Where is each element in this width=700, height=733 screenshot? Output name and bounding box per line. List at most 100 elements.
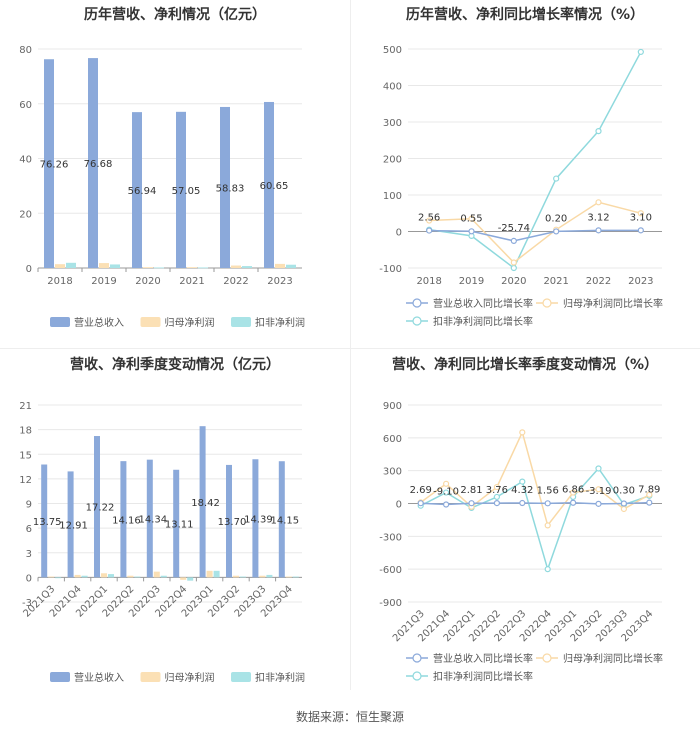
bar-deducted-profit xyxy=(160,575,167,578)
bar-revenue xyxy=(132,112,142,269)
bar-net-profit xyxy=(143,267,153,268)
legend-marker xyxy=(542,298,552,308)
data-point xyxy=(510,237,517,244)
y-tick-label: 900 xyxy=(383,401,402,412)
bar-deducted-profit xyxy=(66,262,76,268)
bar-revenue xyxy=(176,111,186,268)
data-point xyxy=(493,493,500,501)
legend-swatch xyxy=(140,317,161,327)
bar-deducted-profit xyxy=(154,267,164,269)
y-tick-label: 60 xyxy=(19,100,32,111)
data-point xyxy=(519,429,526,436)
y-tick-label: 18 xyxy=(19,426,32,437)
data-label: 14.34 xyxy=(138,515,167,526)
data-point xyxy=(595,486,602,493)
data-label: 13.11 xyxy=(165,520,194,531)
x-tick-label: 2018 xyxy=(416,276,441,287)
legend-label: 归母净利润 xyxy=(165,316,215,329)
line-revenue-growth xyxy=(429,229,641,242)
y-tick-label: 0 xyxy=(396,500,402,511)
bar-revenue xyxy=(41,464,48,578)
data-label: 0.55 xyxy=(460,213,482,224)
bar-net-profit xyxy=(180,577,187,580)
bar-deducted-profit xyxy=(55,577,62,579)
line-revenue-growth xyxy=(420,501,650,506)
legend-label: 扣非净利润同比增长率 xyxy=(433,670,533,683)
y-tick-label: 100 xyxy=(383,191,402,202)
bar-revenue xyxy=(67,471,74,578)
legend-marker xyxy=(412,653,422,663)
y-tick-label: 0 xyxy=(396,228,402,239)
data-point xyxy=(426,217,433,224)
legend-swatch xyxy=(231,317,251,327)
legend-label: 归母净利润同比增长率 xyxy=(563,297,663,310)
quarterly-amount-chart: -30369121518212021Q313.752021Q412.912022… xyxy=(19,401,305,684)
quarterly-amount-panel: 营收、净利季度变动情况（亿元） -3 0 3 6 9 12 15 18 21 2021Q3 13.7… xyxy=(0,350,350,705)
data-label: 60.65 xyxy=(260,181,289,192)
data-label: 58.83 xyxy=(216,183,245,194)
annual-amount-panel: 历年营收、净利情况（亿元） 0 20 40 60 80 2018 76.26 2019 76.6… xyxy=(0,0,350,348)
legend-label: 营业总收入同比增长率 xyxy=(433,652,533,665)
bar-net-profit xyxy=(101,573,107,578)
legend-label: 营业总收入 xyxy=(74,671,124,684)
bar-revenue xyxy=(264,101,274,268)
annual-amount-chart: 0 20 40 60 80 2018 76.26 2019 76.68 2020 56.94 2021… xyxy=(19,45,305,329)
y-tick-label: -100 xyxy=(379,264,402,275)
data-point xyxy=(595,199,602,206)
data-label: 2.81 xyxy=(460,485,482,496)
data-label: 0.20 xyxy=(545,213,567,224)
data-label: 76.68 xyxy=(84,159,113,170)
x-tick-label: 2019 xyxy=(91,276,116,287)
quarterly-growth-panel: 营收、净利同比增长率季度变动情况（%） -900 -600 -300 0 300 600 9… xyxy=(350,350,700,705)
legend-label: 营业总收入 xyxy=(74,316,124,329)
y-tick-label: -300 xyxy=(379,532,402,543)
y-tick-label: 200 xyxy=(383,155,402,166)
y-tick-label: 300 xyxy=(383,467,402,478)
data-label: -9.10 xyxy=(433,486,459,497)
data-point xyxy=(553,175,560,182)
chart-title: 历年营收、净利同比增长率情况（%） xyxy=(405,7,645,23)
bar-deducted-profit xyxy=(134,576,141,578)
horizontal-divider xyxy=(0,348,700,349)
bar-deducted-profit xyxy=(266,574,273,578)
legend-marker xyxy=(542,653,552,663)
y-tick-label: 20 xyxy=(19,209,32,220)
legend-marker xyxy=(412,671,422,681)
legend-marker xyxy=(412,316,422,326)
bar-deducted-profit xyxy=(198,267,208,269)
y-tick-label: 6 xyxy=(26,524,32,535)
bar-deducted-profit xyxy=(292,576,299,578)
y-tick-label: 400 xyxy=(383,82,402,93)
bar-net-profit xyxy=(206,570,213,578)
x-tick-label: 2020 xyxy=(501,276,526,287)
bar-net-profit xyxy=(74,574,81,578)
vertical-divider xyxy=(350,0,351,690)
data-point xyxy=(570,499,577,506)
bar-revenue xyxy=(278,461,285,578)
y-tick-label: -900 xyxy=(379,598,402,609)
bar-net-profit xyxy=(153,571,160,578)
data-point xyxy=(468,228,475,235)
bar-net-profit xyxy=(55,264,65,268)
y-tick-label: 15 xyxy=(19,450,32,461)
chart-title: 营收、净利季度变动情况（亿元） xyxy=(70,357,280,373)
bar-deducted-profit xyxy=(213,570,220,578)
x-tick-label: 2023 xyxy=(628,276,653,287)
data-label: 56.94 xyxy=(128,186,157,197)
data-label: 2.56 xyxy=(418,213,440,224)
y-tick-label: 80 xyxy=(19,45,32,56)
chart-title: 历年营收、净利情况（亿元） xyxy=(84,7,266,23)
bar-revenue xyxy=(44,59,54,268)
legend-label: 扣非净利润 xyxy=(255,316,305,329)
bar-net-profit xyxy=(259,575,266,578)
y-tick-label: 9 xyxy=(26,500,32,511)
y-tick-label: 3 xyxy=(26,549,32,560)
data-point xyxy=(442,501,450,508)
data-point xyxy=(417,500,424,507)
x-tick-label: 2023 xyxy=(267,276,292,287)
y-tick-label: -600 xyxy=(379,565,402,576)
x-tick-label: 2022 xyxy=(586,276,611,287)
data-point xyxy=(442,489,450,496)
data-point xyxy=(595,128,602,135)
data-label: 4.32 xyxy=(511,485,533,496)
